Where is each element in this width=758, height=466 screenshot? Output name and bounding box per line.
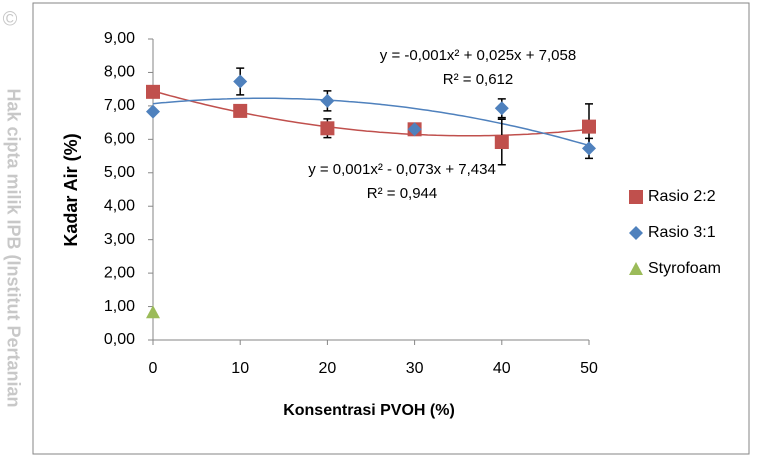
y-tick-label: 0,00 — [104, 331, 135, 348]
y-tick-label: 4,00 — [104, 197, 135, 214]
trendline — [152, 90, 590, 137]
chart-frame — [32, 2, 750, 455]
legend-marker — [629, 226, 643, 240]
y-tick-label: 6,00 — [104, 131, 135, 148]
annotation: y = 0,001x² - 0,073x + 7,434 — [308, 161, 496, 178]
marker — [233, 103, 248, 118]
y-tick-label: 5,00 — [104, 164, 135, 181]
y-tick-label: 2,00 — [104, 264, 135, 281]
marker — [582, 141, 596, 156]
annotation: R² = 0,944 — [367, 185, 437, 202]
legend-marker — [629, 262, 643, 275]
marker — [146, 104, 160, 119]
legend-label: Rasio 2:2 — [648, 188, 716, 205]
marker — [146, 305, 160, 319]
marker — [146, 84, 160, 99]
x-tick-label: 30 — [406, 360, 424, 377]
legend-marker — [629, 190, 643, 204]
y-tick-label: 7,00 — [104, 97, 135, 114]
watermark: Hak cipta milik IPB (Institut Pertanian — [3, 88, 23, 407]
x-axis-label: Konsentrasi PVOH (%) — [283, 402, 455, 419]
x-tick-label: 10 — [231, 360, 249, 377]
marker — [494, 101, 509, 116]
x-tick-label: 40 — [493, 360, 511, 377]
x-tick-label: 50 — [580, 360, 598, 377]
y-axis-label: Kadar Air (%) — [61, 133, 81, 246]
legend-label: Rasio 3:1 — [648, 224, 716, 241]
y-tick-label: 3,00 — [104, 231, 135, 248]
marker — [320, 93, 335, 108]
annotation: R² = 0,612 — [443, 71, 513, 88]
x-tick-label: 0 — [149, 360, 158, 377]
y-tick-label: 9,00 — [104, 30, 135, 47]
y-tick-label: 1,00 — [104, 298, 135, 315]
marker — [582, 119, 596, 134]
y-tick-label: 8,00 — [104, 64, 135, 81]
copyright-mark: © — [3, 8, 18, 30]
marker — [233, 74, 248, 89]
x-tick-label: 20 — [319, 360, 337, 377]
marker — [494, 135, 509, 150]
marker — [320, 121, 335, 136]
legend-label: Styrofoam — [648, 260, 721, 277]
trendline — [152, 97, 590, 147]
marker — [407, 122, 422, 137]
annotation: y = -0,001x² + 0,025x + 7,058 — [380, 47, 576, 64]
